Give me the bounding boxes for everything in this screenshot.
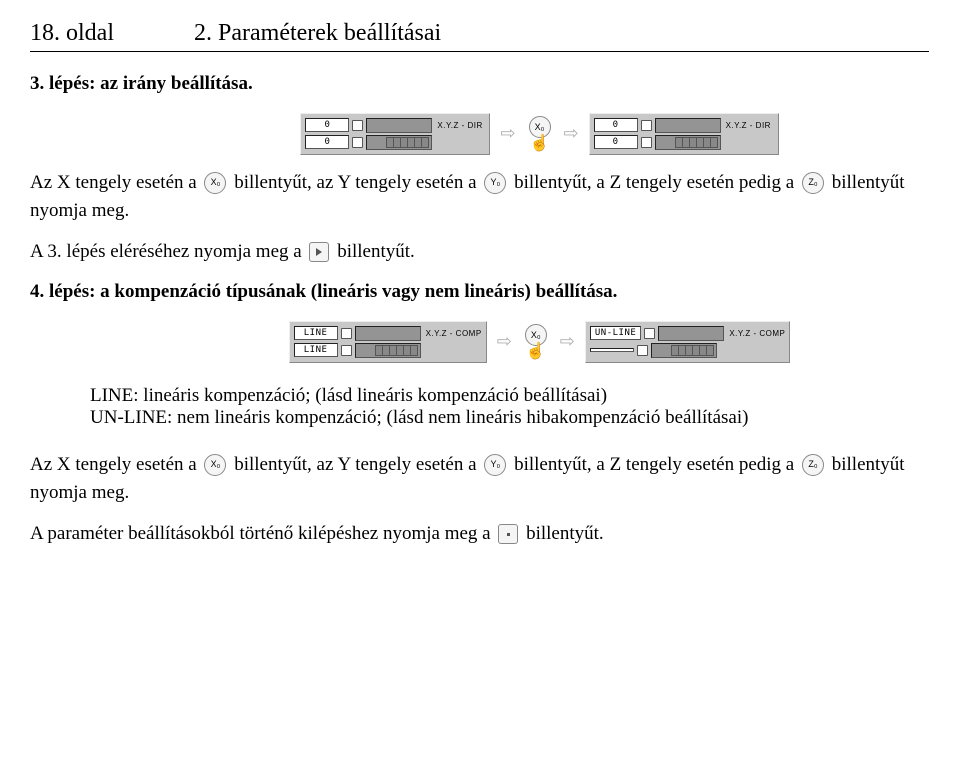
arrow-icon: ⇨ xyxy=(560,331,575,352)
line-definition: LINE: lineáris kompenzáció; (lásd lineár… xyxy=(90,385,929,407)
indicator xyxy=(641,120,652,131)
dro-field: UN-LINE xyxy=(590,326,641,340)
text: A paraméter beállításokból történő kilép… xyxy=(30,523,491,544)
hand-icon: ☝ xyxy=(530,136,550,152)
lcd xyxy=(355,343,421,358)
indicator xyxy=(341,328,352,339)
step4-para2: A paraméter beállításokból történő kilép… xyxy=(30,520,929,549)
play-key-icon xyxy=(309,242,329,262)
lcd xyxy=(655,118,721,133)
dro-field: 0 xyxy=(594,135,638,149)
text: billentyűt, az Y tengely esetén a xyxy=(234,454,476,475)
step4-title: 4. lépés: a kompenzáció típusának (lineá… xyxy=(30,278,929,307)
hand-icon: ☝ xyxy=(526,344,546,360)
arrow-icon: ⇨ xyxy=(564,123,579,144)
indicator xyxy=(341,345,352,356)
text: billentyűt, az Y tengely esetén a xyxy=(234,172,476,193)
text: billentyűt, a Z tengely esetén pedig a xyxy=(514,454,794,475)
indicator xyxy=(352,120,363,131)
step3-title: 3. lépés: az irány beállítása. xyxy=(30,70,929,99)
dot-key-icon xyxy=(498,524,518,544)
dro-label: X.Y.Z - DIR xyxy=(724,121,774,130)
text: billentyűt. xyxy=(337,241,415,262)
step4-para1: Az X tengely esetén a X₀ billentyűt, az … xyxy=(30,451,929,508)
page-header: 18. oldal 2. Paraméterek beállításai xyxy=(30,20,929,52)
indicator xyxy=(641,137,652,148)
dro-field xyxy=(590,348,634,352)
arrow-icon: ⇨ xyxy=(497,331,512,352)
z0-key-icon: Z₀ xyxy=(802,454,824,476)
text: billentyűt. xyxy=(526,523,604,544)
text: Az X tengely esetén a xyxy=(30,172,197,193)
dro-label: X.Y.Z - COMP xyxy=(424,329,482,338)
y0-key-icon: Y₀ xyxy=(484,454,506,476)
step3-para2: A 3. lépés eléréséhez nyomja meg a bille… xyxy=(30,238,929,267)
x0-key-icon: X₀ xyxy=(204,172,226,194)
dro-right: 0 X.Y.Z - DIR 0 xyxy=(589,113,779,155)
indicator xyxy=(637,345,648,356)
key-press: X₀ ☝ xyxy=(526,116,554,152)
chapter-title: 2. Paraméterek beállításai xyxy=(194,20,441,47)
dro-label: X.Y.Z - DIR xyxy=(435,121,485,130)
dro-field: 0 xyxy=(594,118,638,132)
text: Az X tengely esetén a xyxy=(30,454,197,475)
unline-definition: UN-LINE: nem lineáris kompenzáció; (lásd… xyxy=(90,407,929,429)
lcd xyxy=(355,326,421,341)
key-press: X₀ ☝ xyxy=(522,324,550,360)
dro-field: 0 xyxy=(305,118,349,132)
dro-right: UN-LINE X.Y.Z - COMP xyxy=(585,321,791,363)
step3-para1: Az X tengely esetén a X₀ billentyűt, az … xyxy=(30,169,929,226)
lcd xyxy=(655,135,721,150)
z0-key-icon: Z₀ xyxy=(802,172,824,194)
x0-key-icon: X₀ xyxy=(204,454,226,476)
lcd xyxy=(366,118,432,133)
text: A 3. lépés eléréséhez nyomja meg a xyxy=(30,241,302,262)
lcd xyxy=(366,135,432,150)
dro-left: LINE X.Y.Z - COMP LINE xyxy=(289,321,487,363)
dro-left: 0 X.Y.Z - DIR 0 xyxy=(300,113,490,155)
step4-diagram: LINE X.Y.Z - COMP LINE ⇨ X₀ ☝ ⇨ UN-LINE … xyxy=(150,321,929,363)
indicator xyxy=(644,328,655,339)
page-number: 18. oldal xyxy=(30,20,114,47)
text: billentyűt, a Z tengely esetén pedig a xyxy=(514,172,794,193)
lcd xyxy=(658,326,724,341)
indicator xyxy=(352,137,363,148)
step3-diagram: 0 X.Y.Z - DIR 0 ⇨ X₀ ☝ ⇨ 0 X.Y.Z - DIR 0 xyxy=(150,113,929,155)
dro-field: 0 xyxy=(305,135,349,149)
arrow-icon: ⇨ xyxy=(500,123,515,144)
dro-field: LINE xyxy=(294,326,338,340)
step4-definitions: LINE: lineáris kompenzáció; (lásd lineár… xyxy=(90,385,929,429)
dro-label: X.Y.Z - COMP xyxy=(727,329,785,338)
dro-field: LINE xyxy=(294,343,338,357)
lcd xyxy=(651,343,717,358)
y0-key-icon: Y₀ xyxy=(484,172,506,194)
